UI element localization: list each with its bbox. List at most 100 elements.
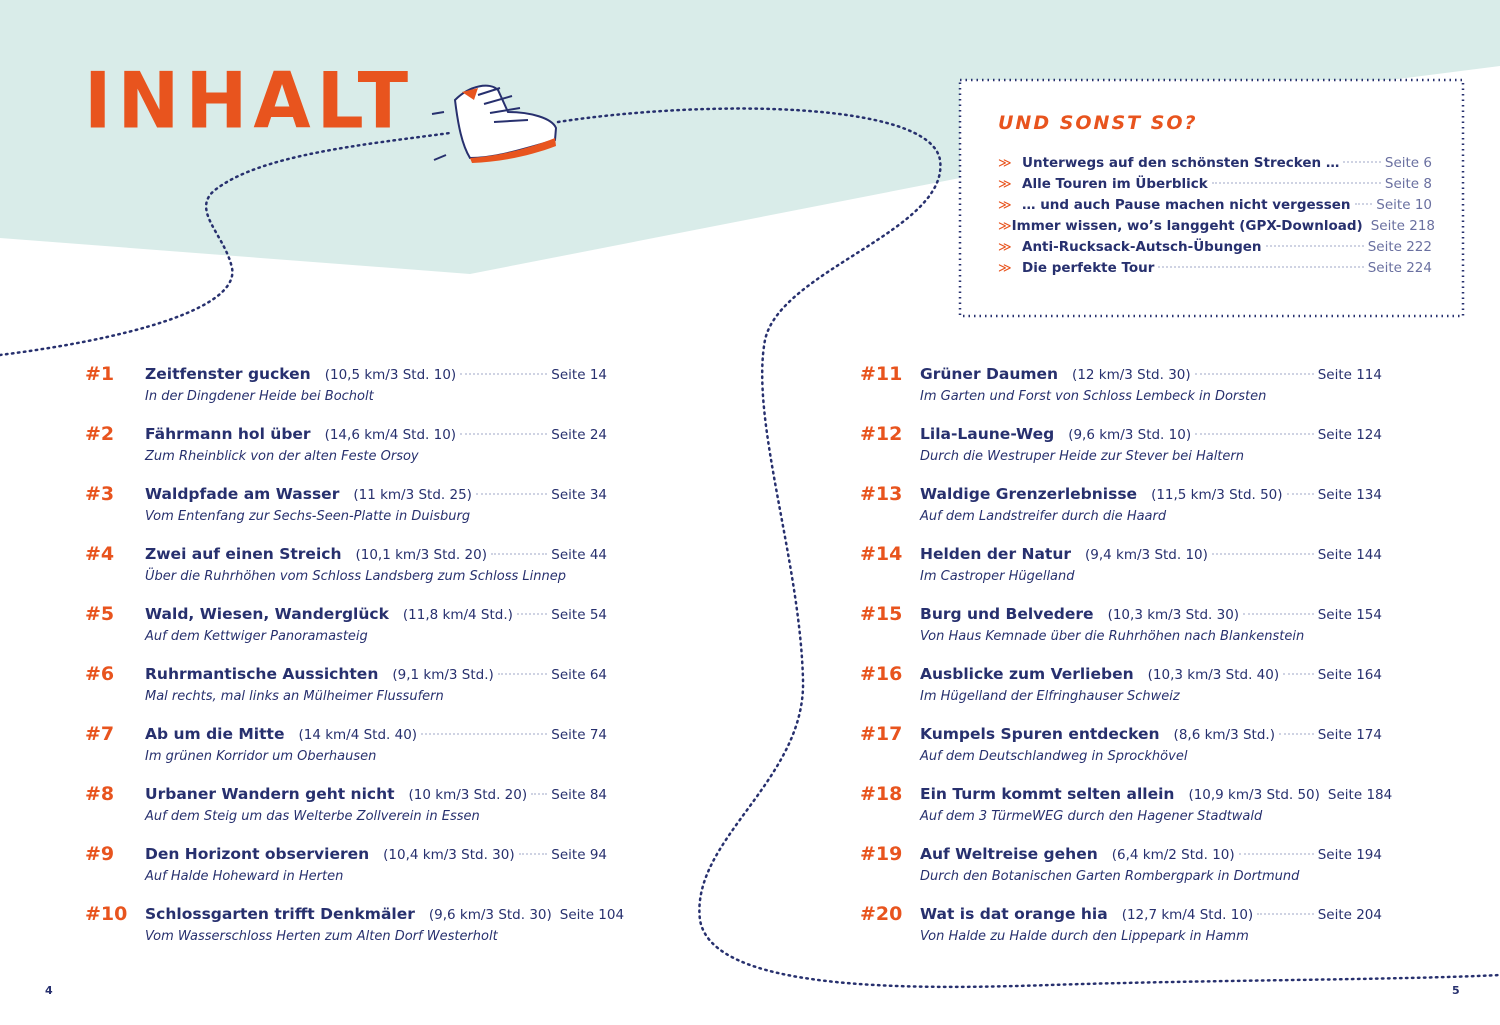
- tour-title: Auf Weltreise gehen: [920, 845, 1098, 863]
- tour-page: Seite 54: [551, 607, 607, 623]
- tour-title: Den Horizont observieren: [145, 845, 370, 863]
- dot-leader: [1286, 493, 1314, 495]
- tour-distance-duration: (9,4 km/3 Std. 10): [1085, 547, 1208, 563]
- tour-line: Urbaner Wandern geht nicht (10 km/3 Std. …: [145, 785, 607, 803]
- tour-entry[interactable]: #12 Lila-Laune-Weg (9,6 km/3 Std. 10) Seite…: [860, 423, 1382, 485]
- tour-distance-duration: (10,3 km/3 Std. 40): [1147, 667, 1280, 683]
- tour-title: Kumpels Spuren entdecken: [920, 725, 1160, 743]
- tour-entry[interactable]: #17 Kumpels Spuren entdecken (8,6 km/3 Std…: [860, 723, 1382, 785]
- tour-subtitle: Vom Entenfang zur Sechs-Seen-Platte in D…: [145, 509, 471, 524]
- tour-entry[interactable]: #10 Schlossgarten trifft Denkmäler (9,6 km…: [85, 903, 624, 965]
- tour-title: Fährmann hol über: [145, 425, 311, 443]
- tour-subtitle: Im Castroper Hügelland: [920, 569, 1075, 584]
- dot-leader: [490, 553, 548, 555]
- tour-entry[interactable]: #7 Ab um die Mitte (14 km/4 Std. 40) Seite …: [85, 723, 607, 785]
- tour-title: Wat is dat orange hia: [920, 905, 1108, 923]
- tour-title: Waldpfade am Wasser: [145, 485, 340, 503]
- dot-leader: [1257, 913, 1314, 915]
- tour-number: #18: [860, 783, 903, 805]
- tour-distance-duration: (14 km/4 Std. 40): [298, 727, 418, 743]
- tour-number: #10: [85, 903, 128, 925]
- tour-title: Grüner Daumen: [920, 365, 1059, 383]
- sidebox-item[interactable]: ≫ Die perfekte Tour Seite 224: [998, 260, 1432, 281]
- page-title: INHALT: [84, 55, 415, 147]
- double-chevron-icon: ≫: [998, 240, 1012, 255]
- tour-number: #17: [860, 723, 903, 745]
- tour-number: #3: [85, 483, 115, 505]
- tour-entry[interactable]: #14 Helden der Natur (9,4 km/3 Std. 10) Sei…: [860, 543, 1382, 605]
- tour-page: Seite 74: [551, 727, 607, 743]
- tour-subtitle: Im Hügelland der Elfringhauser Schweiz: [920, 689, 1180, 704]
- tour-subtitle: Durch die Westruper Heide zur Stever bei…: [920, 449, 1244, 464]
- tour-title: Zeitfenster gucken: [145, 365, 311, 383]
- tour-subtitle: Im grünen Korridor um Oberhausen: [145, 749, 377, 764]
- sidebox-item[interactable]: ≫ … und auch Pause machen nicht vergessen…: [998, 197, 1432, 218]
- mint-background-shape: [0, 0, 1500, 274]
- tour-page: Seite 64: [551, 667, 607, 683]
- tour-distance-duration: (12 km/3 Std. 30): [1072, 367, 1191, 383]
- tour-number: #14: [860, 543, 903, 565]
- tour-list-right: #11 Grüner Daumen (12 km/3 Std. 30) Seite 1…: [860, 363, 1392, 965]
- sidebox-item-label: Anti-Rucksack-Autsch-Übungen: [1022, 239, 1262, 255]
- tour-subtitle: Vom Wasserschloss Herten zum Alten Dorf …: [145, 929, 498, 944]
- sidebox-item-page: Seite 6: [1384, 155, 1432, 171]
- sidebox-item[interactable]: ≫ Unterwegs auf den schönsten Strecken … S…: [998, 155, 1432, 176]
- tour-entry[interactable]: #16 Ausblicke zum Verlieben (10,3 km/3 Std…: [860, 663, 1382, 725]
- tour-subtitle: Auf dem Steig um das Welterbe Zollverein…: [145, 809, 480, 824]
- dot-leader: [1238, 853, 1314, 855]
- tour-distance-duration: (8,6 km/3 Std.): [1173, 727, 1275, 743]
- tour-entry[interactable]: #2 Fährmann hol über (14,6 km/4 Std. 10) Se…: [85, 423, 607, 485]
- tour-number: #12: [860, 423, 903, 445]
- tour-distance-duration: (9,6 km/3 Std. 10): [1068, 427, 1192, 443]
- tour-entry[interactable]: #13 Waldige Grenzerlebnisse (11,5 km/3 Std…: [860, 483, 1382, 545]
- tour-title: Ein Turm kommt selten allein: [920, 785, 1175, 803]
- dot-leader: [1211, 553, 1314, 555]
- tour-entry[interactable]: #4 Zwei auf einen Streich (10,1 km/3 Std. …: [85, 543, 607, 605]
- tour-page: Seite 174: [1317, 727, 1382, 743]
- dot-leader: [497, 673, 548, 675]
- tour-distance-duration: (10,1 km/3 Std. 20): [355, 547, 487, 563]
- tour-distance-duration: (11,8 km/4 Std.): [402, 607, 513, 623]
- tour-title: Burg und Belvedere: [920, 605, 1094, 623]
- tour-line: Ruhrmantische Aussichten (9,1 km/3 Std.) S…: [145, 665, 607, 683]
- tour-distance-duration: (9,6 km/3 Std. 30): [428, 907, 552, 923]
- tour-entry[interactable]: #15 Burg und Belvedere (10,3 km/3 Std. 30)…: [860, 603, 1382, 665]
- sidebox-list: ≫ Unterwegs auf den schönsten Strecken … S…: [998, 155, 1436, 281]
- tour-title: Waldige Grenzerlebnisse: [920, 485, 1138, 503]
- tour-distance-duration: (12,7 km/4 Std. 10): [1121, 907, 1254, 923]
- tour-line: Fährmann hol über (14,6 km/4 Std. 10) Seit…: [145, 425, 607, 443]
- dot-leader: [460, 373, 548, 375]
- tour-entry[interactable]: #5 Wald, Wiesen, Wanderglück (11,8 km/4 St…: [85, 603, 607, 665]
- tour-distance-duration: (10,9 km/3 Std. 50): [1188, 787, 1320, 803]
- sidebox-item-page: Seite 218: [1370, 218, 1436, 234]
- tour-title: Schlossgarten trifft Denkmäler: [145, 905, 415, 923]
- tour-line: Helden der Natur (9,4 km/3 Std. 10) Seite …: [920, 545, 1382, 563]
- tour-entry[interactable]: #20 Wat is dat orange hia (12,7 km/4 Std. …: [860, 903, 1382, 965]
- tour-entry[interactable]: #11 Grüner Daumen (12 km/3 Std. 30) Seite 1…: [860, 363, 1382, 425]
- tour-entry[interactable]: #9 Den Horizont observieren (10,4 km/3 Std…: [85, 843, 607, 905]
- tour-entry[interactable]: #8 Urbaner Wandern geht nicht (10 km/3 Std…: [85, 783, 607, 845]
- tour-subtitle: Durch den Botanischen Garten Rombergpark…: [920, 869, 1300, 884]
- tour-line: Ein Turm kommt selten allein (10,9 km/3 S…: [920, 785, 1392, 803]
- tour-number: #8: [85, 783, 115, 805]
- dot-leader: [475, 493, 548, 495]
- tour-number: #20: [860, 903, 903, 925]
- tour-entry[interactable]: #6 Ruhrmantische Aussichten (9,1 km/3 Std.…: [85, 663, 607, 725]
- tour-page: Seite 184: [1327, 787, 1393, 803]
- tour-title: Ausblicke zum Verlieben: [920, 665, 1134, 683]
- tour-entry[interactable]: #3 Waldpfade am Wasser (11 km/3 Std. 25) Se…: [85, 483, 607, 545]
- sidebox-item[interactable]: ≫ Anti-Rucksack-Autsch-Übungen Seite 222: [998, 239, 1432, 260]
- tour-distance-duration: (11 km/3 Std. 25): [353, 487, 472, 503]
- tour-page: Seite 134: [1317, 487, 1382, 503]
- double-chevron-icon: ≫: [998, 177, 1012, 192]
- tour-page: Seite 124: [1317, 427, 1382, 443]
- sidebox-item[interactable]: ≫ Immer wissen, wo’s langgeht (GPX-Downlo…: [998, 218, 1436, 239]
- sidebox-item[interactable]: ≫ Alle Touren im Überblick Seite 8: [998, 176, 1432, 197]
- tour-line: Wat is dat orange hia (12,7 km/4 Std. 10)…: [920, 905, 1382, 923]
- tour-line: Auf Weltreise gehen (6,4 km/2 Std. 10) Sei…: [920, 845, 1382, 863]
- tour-entry[interactable]: #1 Zeitfenster gucken (10,5 km/3 Std. 10) S…: [85, 363, 607, 425]
- tour-entry[interactable]: #19 Auf Weltreise gehen (6,4 km/2 Std. 10)…: [860, 843, 1382, 905]
- tour-line: Schlossgarten trifft Denkmäler (9,6 km/3 …: [145, 905, 624, 923]
- tour-entry[interactable]: #18 Ein Turm kommt selten allein (10,9 km/…: [860, 783, 1392, 845]
- dot-leader: [1265, 245, 1364, 247]
